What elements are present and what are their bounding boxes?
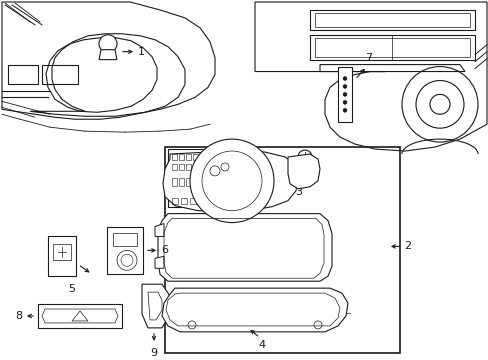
Polygon shape — [287, 154, 319, 189]
Circle shape — [342, 108, 346, 112]
Text: 7: 7 — [364, 53, 371, 63]
Circle shape — [297, 150, 311, 164]
Circle shape — [190, 139, 273, 222]
Text: 4: 4 — [258, 340, 265, 350]
Text: 9: 9 — [150, 348, 157, 358]
Polygon shape — [163, 151, 297, 212]
Circle shape — [342, 77, 346, 81]
Polygon shape — [155, 256, 163, 268]
Text: 6: 6 — [161, 246, 168, 255]
Text: 5: 5 — [68, 284, 75, 294]
Text: 2: 2 — [403, 242, 410, 251]
Text: 1: 1 — [138, 47, 145, 57]
Polygon shape — [155, 224, 163, 237]
Polygon shape — [162, 288, 347, 332]
Circle shape — [342, 93, 346, 96]
Polygon shape — [158, 213, 331, 281]
Polygon shape — [142, 284, 170, 328]
Polygon shape — [164, 147, 399, 353]
Circle shape — [342, 100, 346, 104]
Polygon shape — [107, 226, 142, 274]
Circle shape — [342, 85, 346, 89]
Polygon shape — [38, 304, 122, 328]
Polygon shape — [48, 237, 76, 276]
Polygon shape — [99, 50, 117, 60]
Text: 8: 8 — [15, 311, 22, 321]
Circle shape — [99, 35, 117, 53]
Text: 3: 3 — [295, 187, 302, 197]
Polygon shape — [337, 67, 351, 122]
